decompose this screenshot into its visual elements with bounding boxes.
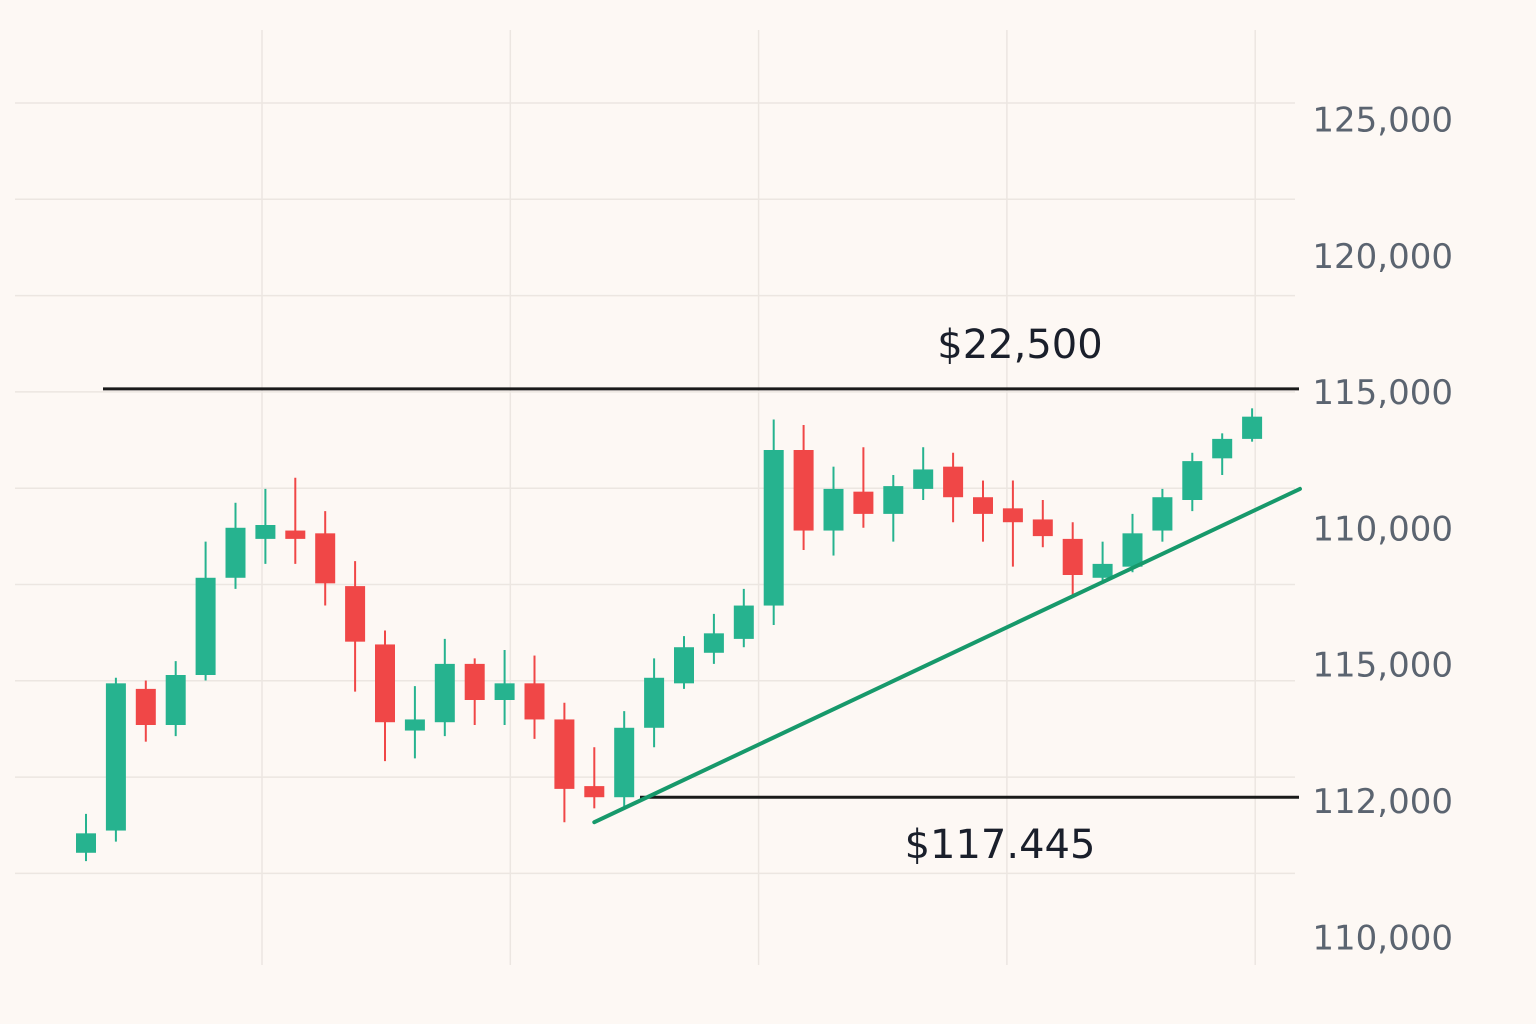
candle-body [494, 683, 515, 700]
candle-body [285, 530, 306, 539]
candle-body [913, 469, 934, 489]
candle-body [1002, 508, 1023, 523]
y-tick-label: 125,000 [1312, 101, 1453, 141]
y-tick-label: 115,000 [1312, 646, 1453, 686]
candle-body [644, 677, 665, 728]
candle-body [434, 663, 455, 723]
level-annotation: $117.445 [905, 822, 1096, 868]
candle-body [853, 491, 874, 514]
candle-body [76, 833, 96, 853]
candle-body [345, 586, 366, 642]
y-tick-label: 120,000 [1312, 237, 1453, 277]
candle-body [524, 683, 545, 720]
candle-body [1182, 461, 1203, 500]
candle-body [165, 675, 186, 725]
candle-body [733, 605, 754, 639]
candle-body [703, 633, 724, 653]
y-tick-label: 115,000 [1312, 373, 1453, 413]
candle-body [554, 719, 575, 789]
candle-body [225, 527, 246, 578]
candle-body [105, 683, 126, 831]
candle-body [255, 525, 276, 539]
y-tick-label: 112,000 [1312, 782, 1453, 822]
grid [15, 30, 1295, 965]
candle-body [195, 577, 216, 675]
candle-body [1122, 533, 1143, 567]
y-tick-label: 110,000 [1312, 509, 1453, 549]
candle-body [883, 486, 904, 514]
candle-body [1062, 538, 1083, 575]
candle-body [823, 488, 844, 531]
candle-body [464, 663, 485, 700]
candle-body [584, 786, 605, 798]
candle-body [1212, 438, 1233, 459]
trendline [592, 486, 1302, 825]
candle-body [1242, 416, 1263, 439]
candle-body [943, 466, 964, 498]
candle-body [614, 727, 635, 798]
candle-body [135, 688, 156, 725]
candle-body [973, 497, 993, 514]
y-tick-label: 110,000 [1312, 918, 1453, 958]
candle-body [793, 450, 814, 531]
candle-body [1152, 497, 1173, 531]
candle-body [1092, 563, 1113, 578]
level-annotation: $22,500 [937, 322, 1102, 368]
candle-body [404, 719, 425, 731]
candle-body [763, 450, 784, 606]
candle-body [1032, 519, 1053, 537]
candle-body [315, 533, 336, 584]
candle-body [375, 644, 395, 723]
candle-body [674, 647, 694, 684]
